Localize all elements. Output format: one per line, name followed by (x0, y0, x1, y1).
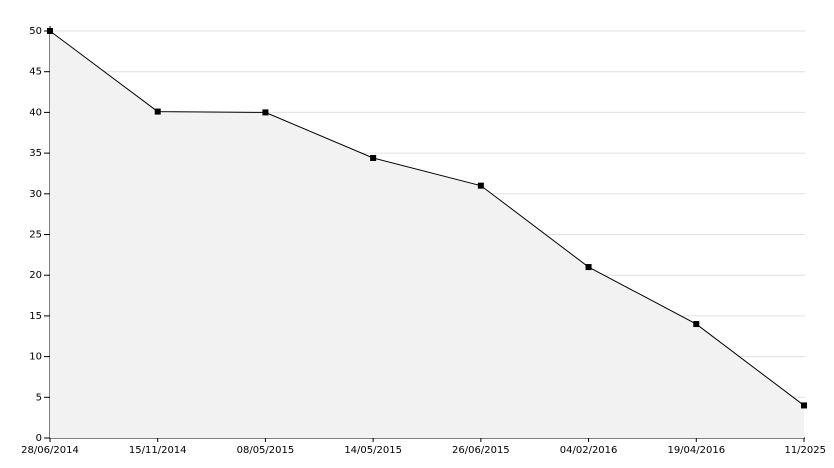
marker (801, 402, 807, 409)
x-tick-label: 15/11/2014 (129, 445, 187, 456)
y-tick-label: 45 (29, 67, 42, 78)
y-tick-label: 0 (36, 433, 42, 444)
line (49, 30, 805, 406)
x-tick-label: 28/06/2014 (21, 445, 79, 456)
y-tick-label: 30 (29, 189, 42, 200)
x-tick-label: 14/05/2015 (344, 445, 402, 456)
y-tick-label: 20 (29, 270, 42, 281)
marker (262, 109, 269, 116)
area-fill (50, 31, 804, 438)
y-tick-label: 5 (36, 392, 42, 403)
y-tick-label: 25 (29, 230, 42, 241)
x-tick-label: 11/2025 (784, 445, 826, 456)
marker (370, 154, 377, 161)
marker (693, 321, 700, 328)
y-tick-label: 35 (29, 148, 42, 159)
x-tick-label: 19/04/2016 (667, 445, 725, 456)
marker (47, 28, 53, 34)
marker (585, 264, 592, 271)
y-tick-label: 40 (29, 107, 42, 118)
y-tick-label: 50 (29, 26, 42, 37)
marker (154, 108, 161, 115)
x-tick-label: 04/02/2016 (560, 445, 618, 456)
y-tick-label: 10 (29, 352, 42, 363)
x-tick-label: 26/06/2015 (452, 445, 510, 456)
marker (477, 182, 484, 189)
y-tick-label: 15 (29, 311, 42, 322)
x-tick-label: 08/05/2015 (237, 445, 295, 456)
